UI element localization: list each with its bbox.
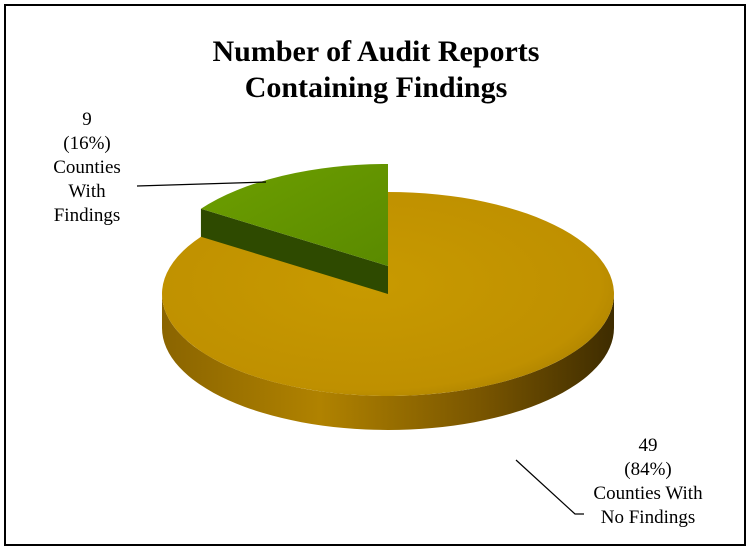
slice-no-findings <box>161 192 615 397</box>
leader-lines <box>136 181 584 515</box>
label-with-findings-percent: (16%) <box>63 133 111 154</box>
label-with-findings-text-2: With <box>68 181 106 202</box>
label-with-findings-text-1: Counties <box>53 157 121 178</box>
leader-line-with-findings <box>136 181 267 187</box>
label-no-findings: 49 (84%) Counties With No Findings <box>574 434 722 530</box>
slice-with-findings <box>200 164 388 266</box>
slice-no-findings-rim <box>162 294 614 430</box>
label-no-findings-percent: (84%) <box>624 459 672 480</box>
slice-with-findings-side <box>200 208 388 300</box>
pie-slices <box>161 164 615 430</box>
label-no-findings-value: 49 <box>638 435 658 456</box>
label-no-findings-text-2: No Findings <box>600 507 696 528</box>
label-no-findings-text-1: Counties With <box>593 483 703 504</box>
leader-line-no-findings <box>515 459 584 515</box>
chart-title-line-1: Number of Audit Reports <box>212 35 540 68</box>
label-with-findings-value: 9 <box>82 109 92 130</box>
label-with-findings: 9 (16%) Counties With Findings <box>28 108 146 228</box>
chart-title: Number of Audit Reports Containing Findi… <box>0 34 752 106</box>
label-with-findings-text-3: Findings <box>53 205 121 226</box>
chart-title-line-2: Containing Findings <box>244 71 508 104</box>
